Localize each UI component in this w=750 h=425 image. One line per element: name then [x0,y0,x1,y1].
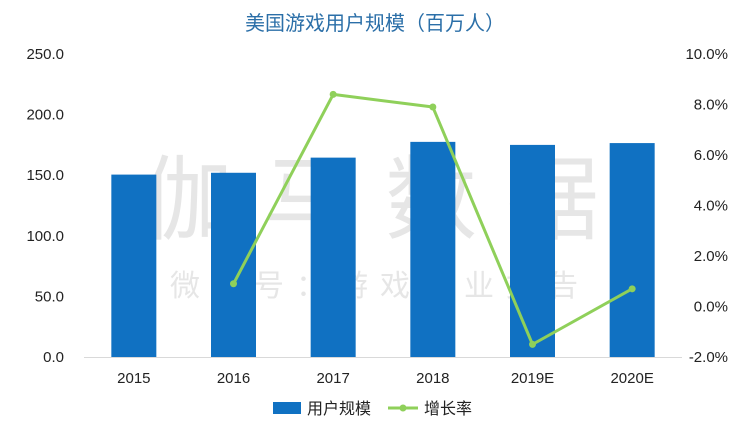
y-right-tick-label: 0.0% [694,299,728,316]
line-point [529,340,536,348]
y-right-tick-label: 8.0% [694,97,728,114]
line-series [230,90,636,348]
bar [111,174,157,357]
y-left-tick-label: 250.0 [26,46,64,63]
line-point [230,280,237,288]
x-tick-label: 2020E [610,370,653,387]
bar [609,143,655,357]
x-tick-label: 2019E [511,370,554,387]
y-right-tick-label: 10.0% [685,46,728,63]
y-axis-left: 0.0 50.0 100.0 150.0 200.0 250.0 [26,46,64,366]
y-right-tick-label: -2.0% [689,349,728,366]
bar [310,157,356,357]
x-tick-label: 2017 [316,370,349,387]
line-point [329,90,337,98]
y-left-tick-label: 200.0 [26,107,64,124]
y-left-tick-label: 50.0 [35,288,64,305]
y-left-tick-label: 150.0 [26,167,64,184]
bar [410,141,456,357]
y-right-tick-label: 6.0% [694,147,728,164]
legend-label-line: 增长率 [424,399,472,418]
y-left-tick-label: 0.0 [43,349,64,366]
line-point [429,103,437,111]
y-left-tick-label: 100.0 [26,228,64,245]
bar [510,144,555,357]
y-axis-right: -2.0% 0.0% 2.0% 4.0% 6.0% 8.0% 10.0% [685,46,728,366]
x-tick-label: 2018 [416,370,449,387]
y-right-tick-label: 4.0% [694,198,728,215]
legend-swatch-bar [273,402,301,414]
legend: 用户规模 增长率 [273,399,472,418]
chart-title: 美国游戏用户规模（百万人） [245,11,505,35]
bar [211,172,256,357]
x-axis: 2015 2016 2017 2018 2019E 2020E [117,370,654,387]
x-tick-label: 2015 [117,370,150,387]
bar-series [111,141,655,357]
y-right-tick-label: 2.0% [694,248,728,265]
legend-label-bar: 用户规模 [307,399,371,418]
line-point [628,285,636,293]
x-tick-label: 2016 [217,370,250,387]
legend-marker-line [399,404,407,412]
